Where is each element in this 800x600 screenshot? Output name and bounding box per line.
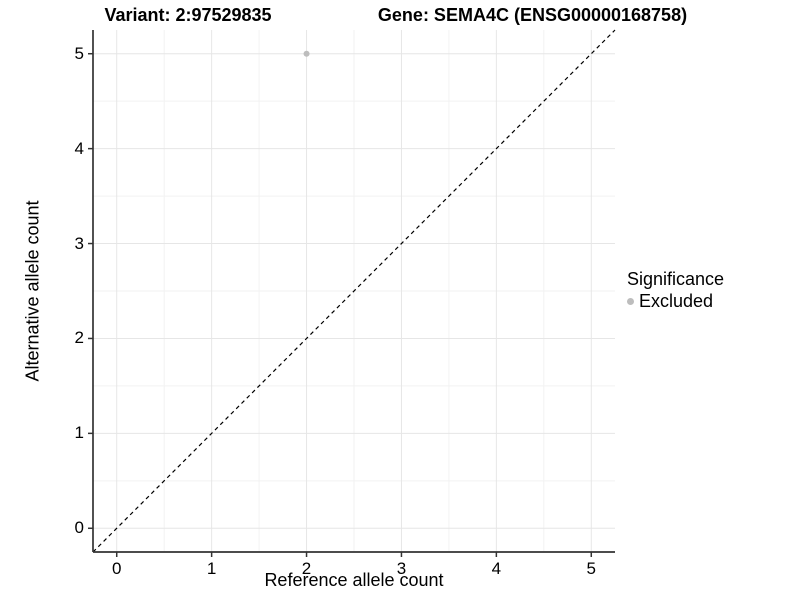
gene-title: Gene: SEMA4C (ENSG00000168758)	[377, 5, 688, 25]
legend-point-icon	[627, 298, 634, 305]
y-tick-label: 4	[74, 138, 84, 158]
x-axis-title: Reference allele count	[264, 570, 444, 590]
y-tick-label: 0	[74, 518, 84, 538]
legend-title: Significance	[627, 269, 725, 289]
x-tick-label: 1	[206, 559, 217, 578]
legend-item-excluded: Excluded	[627, 291, 724, 312]
x-tick-label: 4	[491, 559, 502, 578]
y-axis-title: Alternative allele count	[22, 200, 43, 382]
x-tick-label: 2	[301, 559, 312, 578]
x-tick-label: 0	[111, 559, 122, 578]
variant-title: Variant: 2:97529835	[104, 5, 272, 25]
y-tick-label: 2	[74, 328, 84, 348]
data-point	[303, 50, 310, 57]
legend-item-label: Excluded	[639, 291, 714, 311]
identity-dashed-line	[92, 29, 616, 553]
legend: Significance Excluded	[627, 269, 724, 312]
y-tick-label: 5	[74, 43, 84, 63]
y-tick-label: 3	[74, 233, 84, 253]
y-tick-label: 1	[74, 423, 84, 443]
x-tick-label: 3	[396, 559, 407, 578]
x-tick-label: 5	[586, 559, 596, 578]
